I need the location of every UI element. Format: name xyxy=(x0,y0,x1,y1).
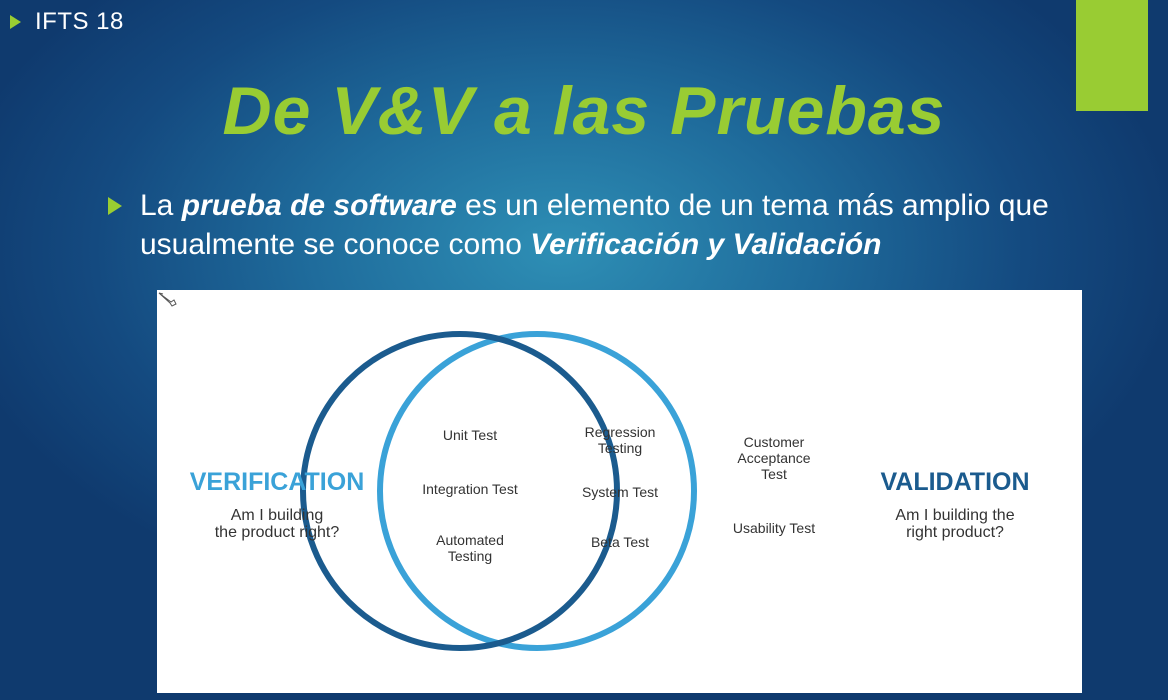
unit-test-label: Unit Test xyxy=(442,427,498,443)
beta-test-label: Beta Test xyxy=(590,534,650,550)
verification-title: VERIFICATION xyxy=(189,468,365,496)
venn-diagram: VERIFICATION Am I building the product r… xyxy=(157,290,1082,693)
bullet-text: La prueba de software es un elemento de … xyxy=(140,189,1049,261)
validation-title: VALIDATION xyxy=(880,468,1030,496)
triangle-bullet-icon xyxy=(108,197,122,215)
regression-testing-label: Regression Testing xyxy=(584,424,656,456)
usability-test-label: Usability Test xyxy=(732,520,816,536)
integration-test-label: Integration Test xyxy=(422,481,518,497)
emphasis-prueba: prueba de software xyxy=(181,189,457,222)
emphasis-vv: Verificación y Validación xyxy=(530,228,882,261)
customer-acceptance-test-label: Customer Acceptance Test xyxy=(737,434,811,482)
slide-title: De V&V a las Pruebas xyxy=(222,73,946,149)
accent-decoration xyxy=(1076,0,1148,111)
pen-cursor-icon xyxy=(158,292,177,307)
automated-testing-label: Automated Testing xyxy=(436,532,504,564)
header-label: IFTS 18 xyxy=(35,8,124,35)
slide-header: IFTS 18 xyxy=(10,8,124,36)
verification-question: Am I building the product right? xyxy=(214,507,340,541)
system-test-label: System Test xyxy=(582,484,658,500)
triangle-bullet-icon xyxy=(10,15,21,29)
venn-circles xyxy=(300,331,697,651)
verification-circle xyxy=(300,331,620,651)
validation-question: Am I building the right product? xyxy=(895,507,1015,541)
bullet-item: La prueba de software es un elemento de … xyxy=(108,186,1130,264)
validation-circle xyxy=(377,331,697,651)
